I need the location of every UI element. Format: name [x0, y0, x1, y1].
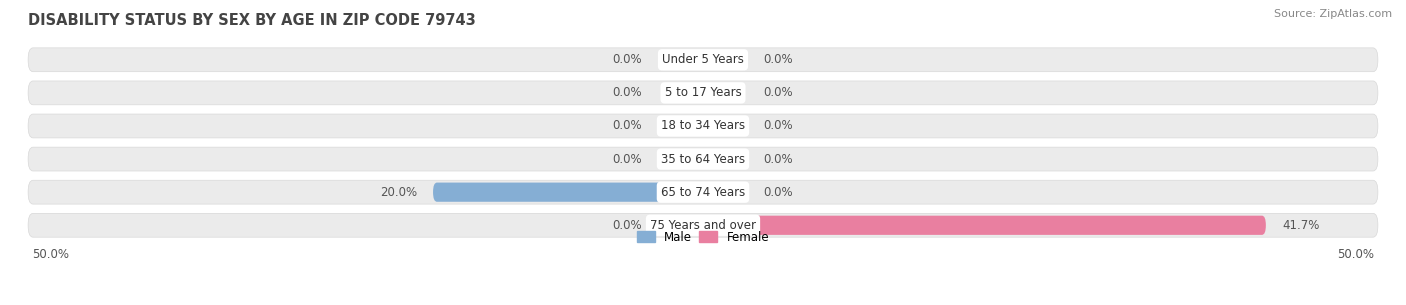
FancyBboxPatch shape: [28, 180, 1378, 204]
Text: 0.0%: 0.0%: [613, 86, 643, 99]
Bar: [662, 83, 703, 102]
Text: 75 Years and over: 75 Years and over: [650, 219, 756, 232]
Text: Under 5 Years: Under 5 Years: [662, 53, 744, 66]
Bar: [662, 149, 703, 169]
Text: 5 to 17 Years: 5 to 17 Years: [665, 86, 741, 99]
Text: 18 to 34 Years: 18 to 34 Years: [661, 120, 745, 132]
Text: 0.0%: 0.0%: [613, 152, 643, 166]
Text: DISABILITY STATUS BY SEX BY AGE IN ZIP CODE 79743: DISABILITY STATUS BY SEX BY AGE IN ZIP C…: [28, 13, 475, 28]
FancyBboxPatch shape: [28, 214, 1378, 237]
Text: 35 to 64 Years: 35 to 64 Years: [661, 152, 745, 166]
FancyBboxPatch shape: [28, 114, 1378, 138]
Bar: [703, 50, 744, 69]
FancyBboxPatch shape: [433, 183, 703, 202]
Text: 50.0%: 50.0%: [32, 248, 69, 261]
Text: 0.0%: 0.0%: [763, 152, 793, 166]
Bar: [703, 183, 744, 202]
Text: 41.7%: 41.7%: [1282, 219, 1319, 232]
Text: 0.0%: 0.0%: [763, 186, 793, 199]
Legend: Male, Female: Male, Female: [633, 226, 773, 249]
Bar: [703, 149, 744, 169]
Text: 0.0%: 0.0%: [613, 120, 643, 132]
Bar: [662, 50, 703, 69]
FancyBboxPatch shape: [28, 147, 1378, 171]
Text: 0.0%: 0.0%: [613, 53, 643, 66]
Bar: [662, 216, 703, 235]
Bar: [703, 83, 744, 102]
Text: 0.0%: 0.0%: [763, 53, 793, 66]
Text: 50.0%: 50.0%: [1337, 248, 1374, 261]
Text: 0.0%: 0.0%: [763, 86, 793, 99]
Text: 0.0%: 0.0%: [763, 120, 793, 132]
Text: 0.0%: 0.0%: [613, 219, 643, 232]
Bar: [662, 117, 703, 135]
Text: 65 to 74 Years: 65 to 74 Years: [661, 186, 745, 199]
FancyBboxPatch shape: [703, 216, 1265, 235]
FancyBboxPatch shape: [28, 81, 1378, 105]
FancyBboxPatch shape: [28, 48, 1378, 72]
Text: 20.0%: 20.0%: [380, 186, 416, 199]
Bar: [703, 117, 744, 135]
Text: Source: ZipAtlas.com: Source: ZipAtlas.com: [1274, 9, 1392, 19]
